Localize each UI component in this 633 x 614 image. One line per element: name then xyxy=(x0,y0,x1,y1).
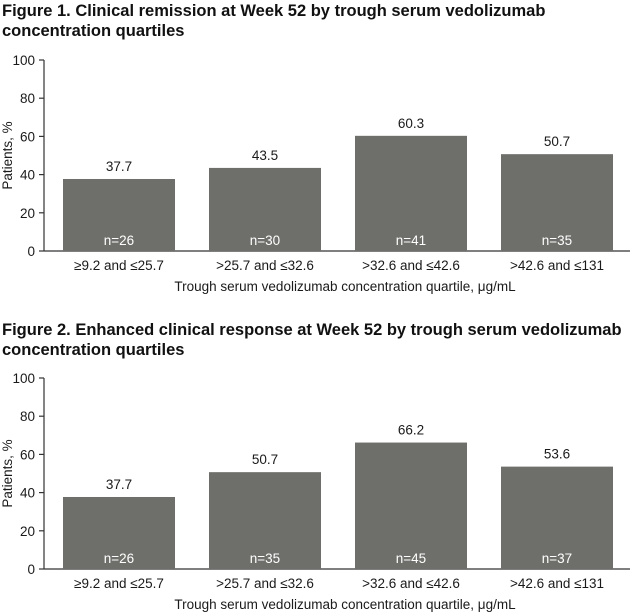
y-tick-label: 40 xyxy=(20,486,35,501)
x-axis-label: Trough serum vedolizumab concentration q… xyxy=(174,279,516,294)
bar xyxy=(501,154,613,251)
x-axis-label: Trough serum vedolizumab concentration q… xyxy=(174,597,516,612)
bar xyxy=(63,178,175,251)
y-tick-label: 100 xyxy=(12,371,35,386)
bar-value-label: 66.2 xyxy=(398,423,424,438)
x-tick-label: ≥9.2 and ≤25.7 xyxy=(74,258,164,273)
bar-n-label: n=41 xyxy=(396,233,426,248)
y-tick-label: 100 xyxy=(12,53,35,68)
x-tick-label: >42.6 and ≤131 xyxy=(510,258,604,273)
bar xyxy=(209,167,321,251)
bar-n-label: n=35 xyxy=(542,233,572,248)
bar-n-label: n=37 xyxy=(542,551,572,566)
figure-2-title: Figure 2. Enhanced clinical response at … xyxy=(2,321,622,359)
bar-value-label: 50.7 xyxy=(544,134,570,149)
figure-1-chart: 0 20 40 60 80 100 Patients, % 37.7 n=26 ≥9.2 and … xyxy=(0,53,630,294)
bar-n-label: n=45 xyxy=(396,551,426,566)
bar-value-label: 53.6 xyxy=(544,447,570,462)
x-tick-label: >25.7 and ≤32.6 xyxy=(216,576,314,591)
y-tick-label: 60 xyxy=(20,129,35,144)
y-tick-label: 60 xyxy=(20,447,35,462)
y-tick-label: 0 xyxy=(27,244,35,259)
bar-value-label: 37.7 xyxy=(106,159,132,174)
bar-value-label: 43.5 xyxy=(252,148,278,163)
x-tick-label: ≥9.2 and ≤25.7 xyxy=(74,576,164,591)
y-tick-label: 0 xyxy=(27,562,35,577)
x-tick-label: >32.6 and ≤42.6 xyxy=(362,576,460,591)
y-tick-label: 40 xyxy=(20,168,35,183)
y-tick-label: 80 xyxy=(20,91,35,106)
y-tick-label: 20 xyxy=(20,524,35,539)
bar-n-label: n=26 xyxy=(104,233,134,248)
x-tick-label: >25.7 and ≤32.6 xyxy=(216,258,314,273)
bar-value-label: 50.7 xyxy=(252,452,278,467)
y-axis-label: Patients, % xyxy=(0,439,15,507)
y-axis-label: Patients, % xyxy=(0,121,15,189)
bar-value-label: 37.7 xyxy=(106,477,132,492)
figure-1-title: Figure 1. Clinical remission at Week 52 … xyxy=(2,2,546,40)
bar xyxy=(355,442,467,569)
figure-2-chart: 0 20 40 60 80 100 Patients, % 37.7 n=26 ≥9.2 and … xyxy=(0,371,630,612)
y-tick-label: 80 xyxy=(20,409,35,424)
bar-n-label: n=35 xyxy=(250,551,280,566)
x-tick-label: >32.6 and ≤42.6 xyxy=(362,258,460,273)
bar-n-label: n=26 xyxy=(104,551,134,566)
bar-value-label: 60.3 xyxy=(398,116,424,131)
bar-n-label: n=30 xyxy=(250,233,280,248)
bar xyxy=(501,466,613,569)
y-tick-label: 20 xyxy=(20,206,35,221)
bar xyxy=(63,496,175,569)
bar xyxy=(209,472,321,569)
x-tick-label: >42.6 and ≤131 xyxy=(510,576,604,591)
bar xyxy=(355,135,467,251)
